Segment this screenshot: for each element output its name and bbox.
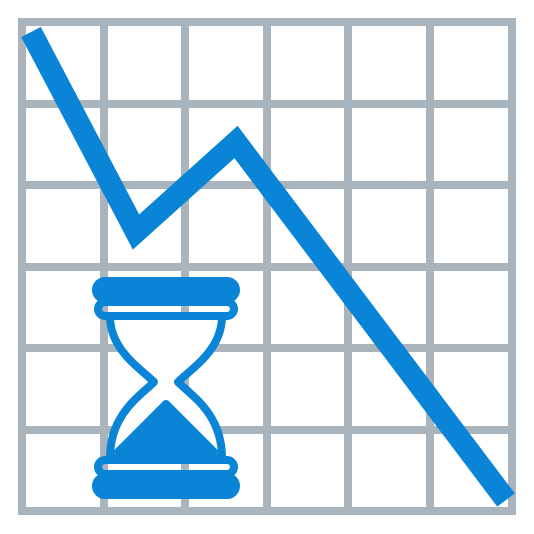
grid-icon bbox=[18, 18, 516, 515]
hourglass-bottom-cap bbox=[92, 473, 240, 499]
hourglass-top-cap bbox=[92, 277, 240, 303]
downtrend-line-icon bbox=[21, 26, 515, 507]
hourglass-icon bbox=[92, 277, 240, 499]
hourglass-sand bbox=[114, 400, 218, 456]
hourglass-glass-backing bbox=[110, 316, 222, 458]
